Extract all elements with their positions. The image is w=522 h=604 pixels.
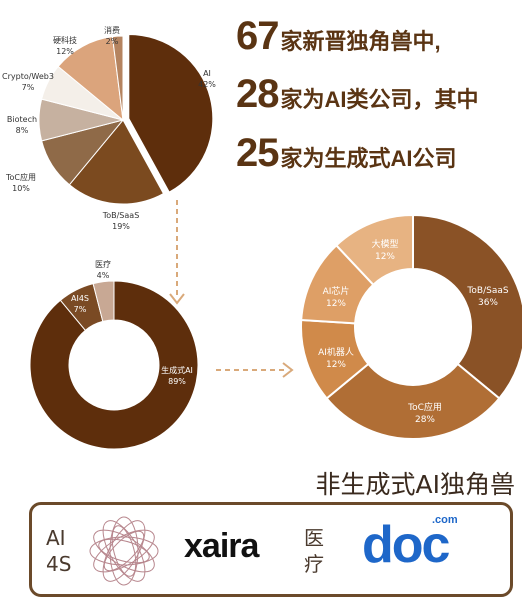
donut-ai-slice-0-value: 89% [168,377,186,386]
doc-logo-com: .com [432,514,458,526]
headline-number: 25 [236,131,279,175]
donut-ai-slice-1-value: 7% [74,305,87,314]
donut-gen-slice-4-label: 大模型 [371,238,398,250]
donut-gen-slice-3-label: AI芯片 [323,285,350,297]
pie1-slice-2-value: 10% [12,184,30,193]
pie1-slice-6-value: 2% [106,37,119,46]
headline-number: 67 [236,14,279,58]
headline-text: 家为AI类公司，其中 [280,87,479,112]
donut-gen-slice-1-value: 28% [415,415,435,425]
donut-ai-slice-2-label: 医疗 [95,259,111,269]
donut-gen-slice-0 [412,213,522,400]
headline-number: 28 [236,72,279,116]
headline-line-3: 25家为生成式AI公司 [236,131,457,176]
donut-gen-slice-2-value: 12% [326,360,346,370]
ai4s-company-logo-icon [89,516,159,586]
headline-text: 家为生成式AI公司 [280,146,457,171]
donut-gen-slice-1-label: ToC应用 [407,401,442,413]
pie1-slice-5-value: 12% [56,47,74,56]
donut-gen-slice-0-value: 36% [478,298,498,308]
donut-ai-slice-2-value: 4% [97,271,110,280]
pie1-slice-0-label: AI [203,69,211,78]
ai4s-category-label: AI 4S [46,526,72,576]
pie1-slice-3-value: 8% [16,126,29,135]
pie1-slice-2-label: ToC应用 [5,172,36,182]
donut-ai-slice-0-label: 生成式AI [161,365,193,375]
doc-logo: doc [362,516,450,574]
medical-category-label: 医 疗 [304,526,324,576]
xaira-logo: xaira [184,527,259,565]
connector-arrow-right-head [282,362,294,378]
pie1-slice-0 [128,34,214,193]
donut-ai-slice-1-label: AI4S [71,294,89,303]
non-generative-ai-title: 非生成式AI独角兽 [315,470,515,499]
donut-gen-slice-0-label: ToB/SaaS [466,286,508,296]
donut-gen-slice-4 [334,213,414,287]
pie1-slice-1 [68,119,165,205]
pie1-slice-5-label: 硬科技 [53,35,77,45]
pie1-slice-5 [57,36,124,122]
headline-line-1: 67家新晋独角兽中, [236,14,441,59]
donut-ai-slice-0 [29,280,199,450]
headline-line-2: 28家为AI类公司，其中 [236,72,479,117]
donut-ai-slice-2 [92,280,115,323]
headline-text: 家新晋独角兽中, [280,29,441,54]
pie1-slice-1-label: ToB/SaaS [102,211,140,220]
pie1-slice-0-value: 42% [198,80,216,89]
pie1-slice-3-label: Biotech [7,115,37,124]
pie1-slice-1-value: 19% [112,222,130,231]
pie1-slice-6-label: 消费 [104,25,120,35]
donut-gen-slice-1 [325,362,501,440]
pie1-slice-6 [111,35,124,121]
donut-gen-slice-2-label: AI机器人 [318,346,354,358]
logo-panel: AI 4S xaira 医 疗 doc .com [29,502,513,597]
pie1-slice-4-value: 7% [22,83,35,92]
connector-arrow-down-head [169,293,185,305]
pie1-slice-4-label: Crypto/Web3 [2,72,54,81]
donut-gen-slice-4-value: 12% [375,252,395,262]
donut-gen-slice-3-value: 12% [326,299,346,309]
